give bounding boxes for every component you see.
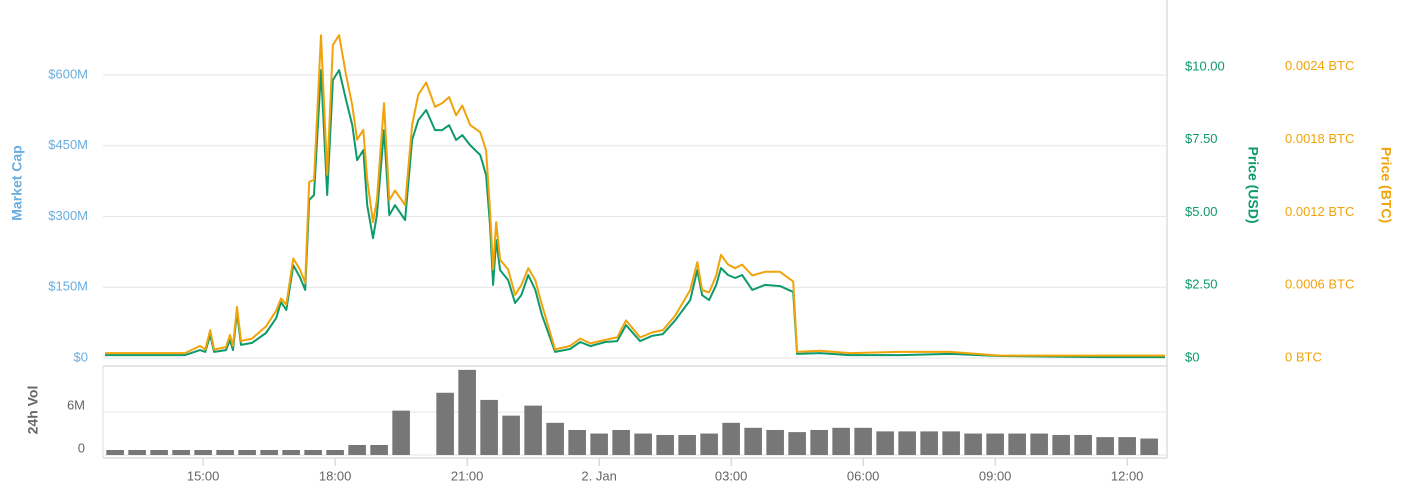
volume-bar <box>700 433 718 455</box>
volume-bar <box>1074 434 1092 455</box>
volume-bar <box>854 427 872 455</box>
volume-bar <box>876 431 894 455</box>
y-tick-label: $600M <box>48 66 88 81</box>
y-tick-label: $150M <box>48 279 88 294</box>
volume-bar <box>238 449 256 455</box>
x-tick-label: 21:00 <box>451 468 484 483</box>
volume-bar <box>634 433 652 455</box>
volume-bar <box>1030 433 1048 455</box>
volume-bar <box>920 431 938 455</box>
y3-tick-label: 0.0012 BTC <box>1285 204 1354 219</box>
volume-bar <box>524 405 542 455</box>
y-tick-label: $0 <box>74 349 88 364</box>
volume-bar <box>150 449 168 455</box>
volume-bar <box>1096 437 1114 455</box>
y2-tick-label: $7.50 <box>1185 131 1218 146</box>
volume-bar <box>194 449 212 455</box>
volume-bar <box>568 429 586 455</box>
volume-axis-title: 24h Vol <box>25 386 41 435</box>
y-tick-label: $450M <box>48 137 88 152</box>
y-tick-label: 6M <box>67 398 85 413</box>
x-tick-label: 12:00 <box>1111 468 1144 483</box>
volume-bar <box>282 449 300 455</box>
x-tick-label: 09:00 <box>979 468 1012 483</box>
volume-bar <box>172 449 190 455</box>
volume-bar <box>942 431 960 455</box>
y-axis-title: Market Cap <box>9 145 25 220</box>
volume-bar <box>370 444 388 455</box>
y3-tick-label: 0.0018 BTC <box>1285 131 1354 146</box>
volume-bar <box>128 449 146 455</box>
volume-bar <box>1118 437 1136 455</box>
volume-bar <box>1008 433 1026 455</box>
volume-bar <box>216 449 234 455</box>
volume-bar <box>898 431 916 455</box>
volume-bar <box>304 449 322 455</box>
y2-tick-label: $10.00 <box>1185 58 1225 73</box>
x-tick-label: 06:00 <box>847 468 880 483</box>
volume-bar <box>810 429 828 455</box>
y2-axis-title: Price (USD) <box>1245 146 1261 223</box>
volume-bar <box>458 369 476 455</box>
volume-bar <box>656 434 674 455</box>
x-tick-label: 15:00 <box>187 468 220 483</box>
y-tick-label: $300M <box>48 208 88 223</box>
volume-bar <box>964 433 982 455</box>
price-line <box>105 69 1165 359</box>
y2-tick-label: $0 <box>1185 349 1199 364</box>
volume-bar <box>590 433 608 455</box>
volume-bar <box>722 422 740 455</box>
volume-bar <box>832 427 850 455</box>
volume-bar <box>788 432 806 455</box>
price-line <box>105 34 1165 357</box>
volume-bar <box>502 415 520 455</box>
y2-tick-label: $2.50 <box>1185 277 1218 292</box>
volume-bar <box>986 433 1004 455</box>
volume-bar <box>1140 438 1158 455</box>
y3-axis-title: Price (BTC) <box>1378 147 1394 223</box>
volume-bar <box>106 449 124 455</box>
volume-bar <box>1052 434 1070 455</box>
volume-bar <box>766 429 784 455</box>
x-tick-label: 18:00 <box>319 468 352 483</box>
volume-bar <box>348 444 366 455</box>
x-tick-label: 2. Jan <box>581 468 616 483</box>
y2-tick-label: $5.00 <box>1185 204 1218 219</box>
volume-bar <box>260 449 278 455</box>
y3-tick-label: 0.0024 BTC <box>1285 58 1354 73</box>
y-tick-label: 0 <box>78 440 85 455</box>
volume-bar <box>392 410 410 455</box>
volume-bar <box>744 427 762 455</box>
volume-bar <box>436 392 454 455</box>
volume-bar <box>546 422 564 455</box>
volume-bar <box>612 429 630 455</box>
x-tick-label: 03:00 <box>715 468 748 483</box>
y3-tick-label: 0.0006 BTC <box>1285 277 1354 292</box>
volume-bar <box>480 399 498 455</box>
volume-bar <box>678 434 696 455</box>
y3-tick-label: 0 BTC <box>1285 349 1322 364</box>
volume-bar <box>326 449 344 455</box>
